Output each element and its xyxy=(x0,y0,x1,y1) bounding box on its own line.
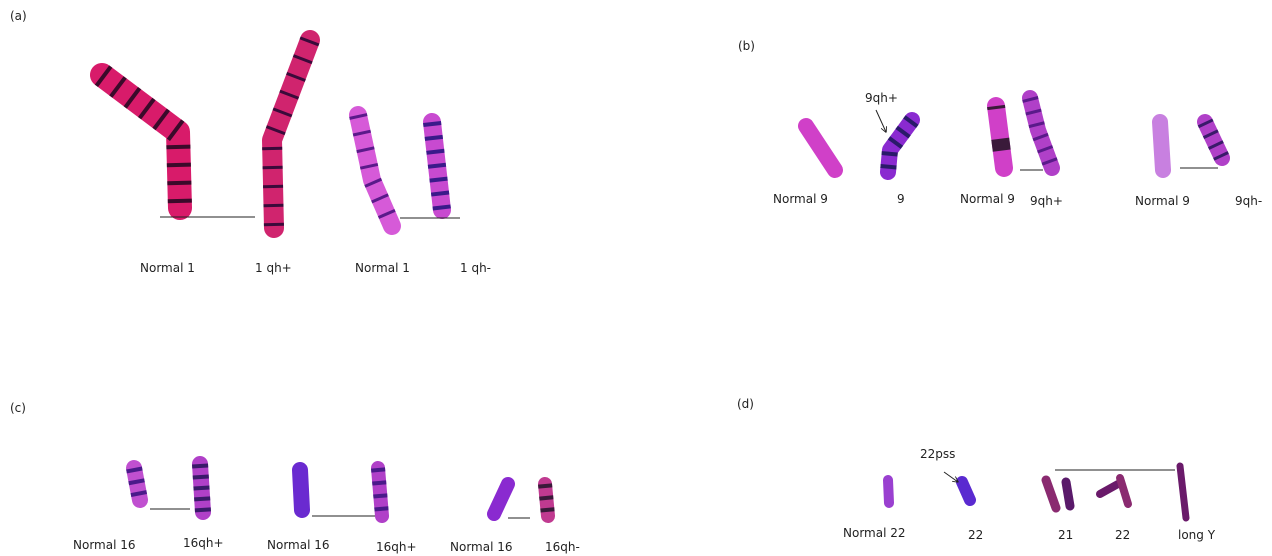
arrow xyxy=(944,472,958,482)
caption: Normal 9 xyxy=(960,192,1015,206)
chromosomes xyxy=(102,40,442,228)
caption: 16qh- xyxy=(545,540,580,554)
caption: Normal 16 xyxy=(450,540,513,554)
caption: 16qh+ xyxy=(183,536,224,550)
caption: Normal 1 xyxy=(355,261,410,275)
panel-label: (d) xyxy=(737,397,754,411)
chromosomes xyxy=(134,464,548,516)
caption: 9qh+ xyxy=(1030,194,1063,208)
caption: Normal 22 xyxy=(843,526,906,540)
caption: 1 qh+ xyxy=(255,261,292,275)
caption: Normal 9 xyxy=(773,192,828,206)
caption: Normal 16 xyxy=(73,538,136,552)
arrow xyxy=(876,110,886,132)
annotation: 9qh+ xyxy=(865,91,898,105)
chromosomes xyxy=(806,98,1222,172)
panel-label: (a) xyxy=(10,9,27,23)
caption: 16qh+ xyxy=(376,540,417,554)
figure: (a) Normal 1 1 qh+ Normal 1 1 qh- (b) 9q… xyxy=(0,0,1272,556)
caption: Normal 9 xyxy=(1135,194,1190,208)
caption: 21 xyxy=(1058,528,1073,542)
caption: Normal 1 xyxy=(140,261,195,275)
panel-label: (b) xyxy=(738,39,755,53)
caption: long Y xyxy=(1178,528,1216,542)
panel-label: (c) xyxy=(10,401,26,415)
caption: 1 qh- xyxy=(460,261,491,275)
caption: 9 xyxy=(897,192,905,206)
caption: 22 xyxy=(1115,528,1130,542)
caption: 22 xyxy=(968,528,983,542)
chromosomes xyxy=(888,466,1186,518)
caption: 9qh- xyxy=(1235,194,1262,208)
annotation: 22pss xyxy=(920,447,955,461)
caption: Normal 16 xyxy=(267,538,330,552)
